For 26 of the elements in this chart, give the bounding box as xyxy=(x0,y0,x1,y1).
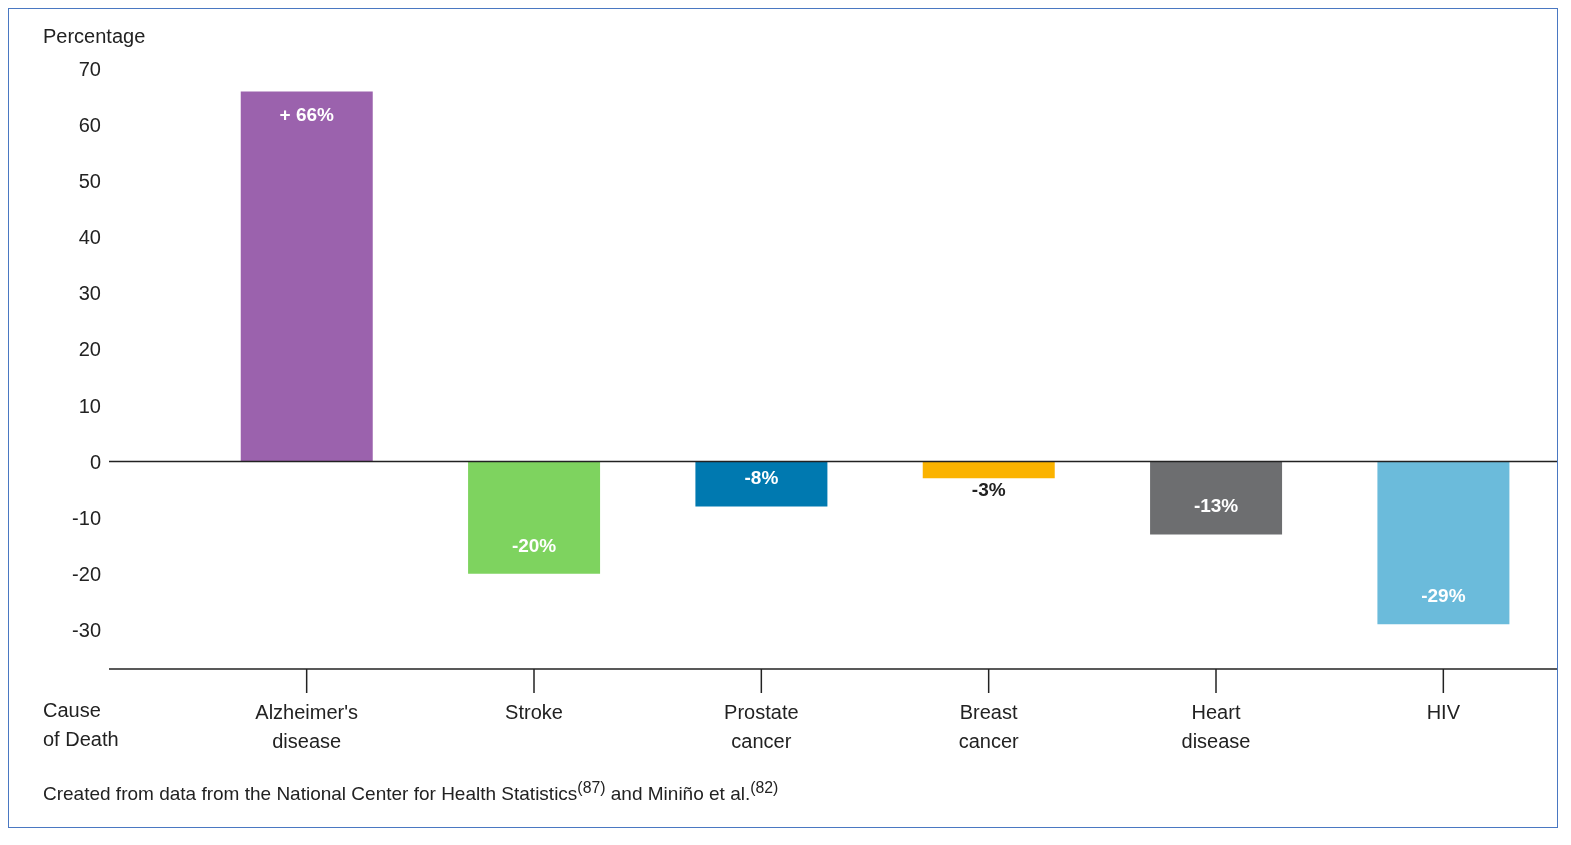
y-tick-label: -10 xyxy=(72,506,101,529)
data-label: -20% xyxy=(511,534,557,556)
data-label: -3% xyxy=(971,479,1006,501)
x-tick-label: Breast cancer xyxy=(958,701,1020,752)
x-tick-label: Stroke xyxy=(505,701,563,723)
y-tick-label: -20 xyxy=(72,562,101,585)
x-tick-label: Prostate cancer xyxy=(724,701,799,752)
data-label: -29% xyxy=(1421,585,1466,607)
y-tick-label: 60 xyxy=(78,114,101,137)
y-tick-label: 30 xyxy=(78,282,101,305)
y-tick-label: 50 xyxy=(78,170,101,193)
data-label: + 66% xyxy=(279,104,335,126)
y-axis-title: Percentage xyxy=(43,25,146,48)
x-tick-label: Alzheimer's disease xyxy=(255,701,359,752)
y-tick-label: -30 xyxy=(72,618,101,641)
y-tick-label: 10 xyxy=(78,394,101,417)
y-tick-label: 40 xyxy=(78,226,101,249)
text: Created from data from the National Center for Health Statistics$^{(87)}$ and Miniño et al.$^{(82)}$ xyxy=(42,779,780,807)
y-tick-label: 70 xyxy=(78,58,101,81)
x-tick-label: Heart disease xyxy=(1181,701,1251,752)
x-tick-label: HIV xyxy=(1426,701,1461,723)
y-tick-label: 0 xyxy=(89,450,101,473)
data-label: -13% xyxy=(1193,495,1239,517)
y-tick-label: 20 xyxy=(78,338,101,361)
data-label: -8% xyxy=(744,467,779,489)
x-axis-title: Cause of Death xyxy=(43,699,119,750)
